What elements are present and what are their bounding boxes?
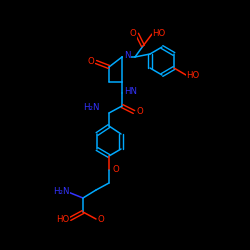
Text: N: N — [124, 52, 130, 60]
Text: O: O — [136, 108, 143, 116]
Text: HO: HO — [56, 214, 70, 224]
Text: H₂N: H₂N — [83, 102, 99, 112]
Text: HN: HN — [124, 88, 138, 96]
Text: H₂N: H₂N — [53, 188, 69, 196]
Text: HO: HO — [152, 30, 166, 38]
Text: O: O — [98, 214, 104, 224]
Text: O: O — [112, 166, 119, 174]
Text: O: O — [130, 30, 136, 38]
Text: HO: HO — [186, 70, 200, 80]
Text: O: O — [88, 58, 94, 66]
